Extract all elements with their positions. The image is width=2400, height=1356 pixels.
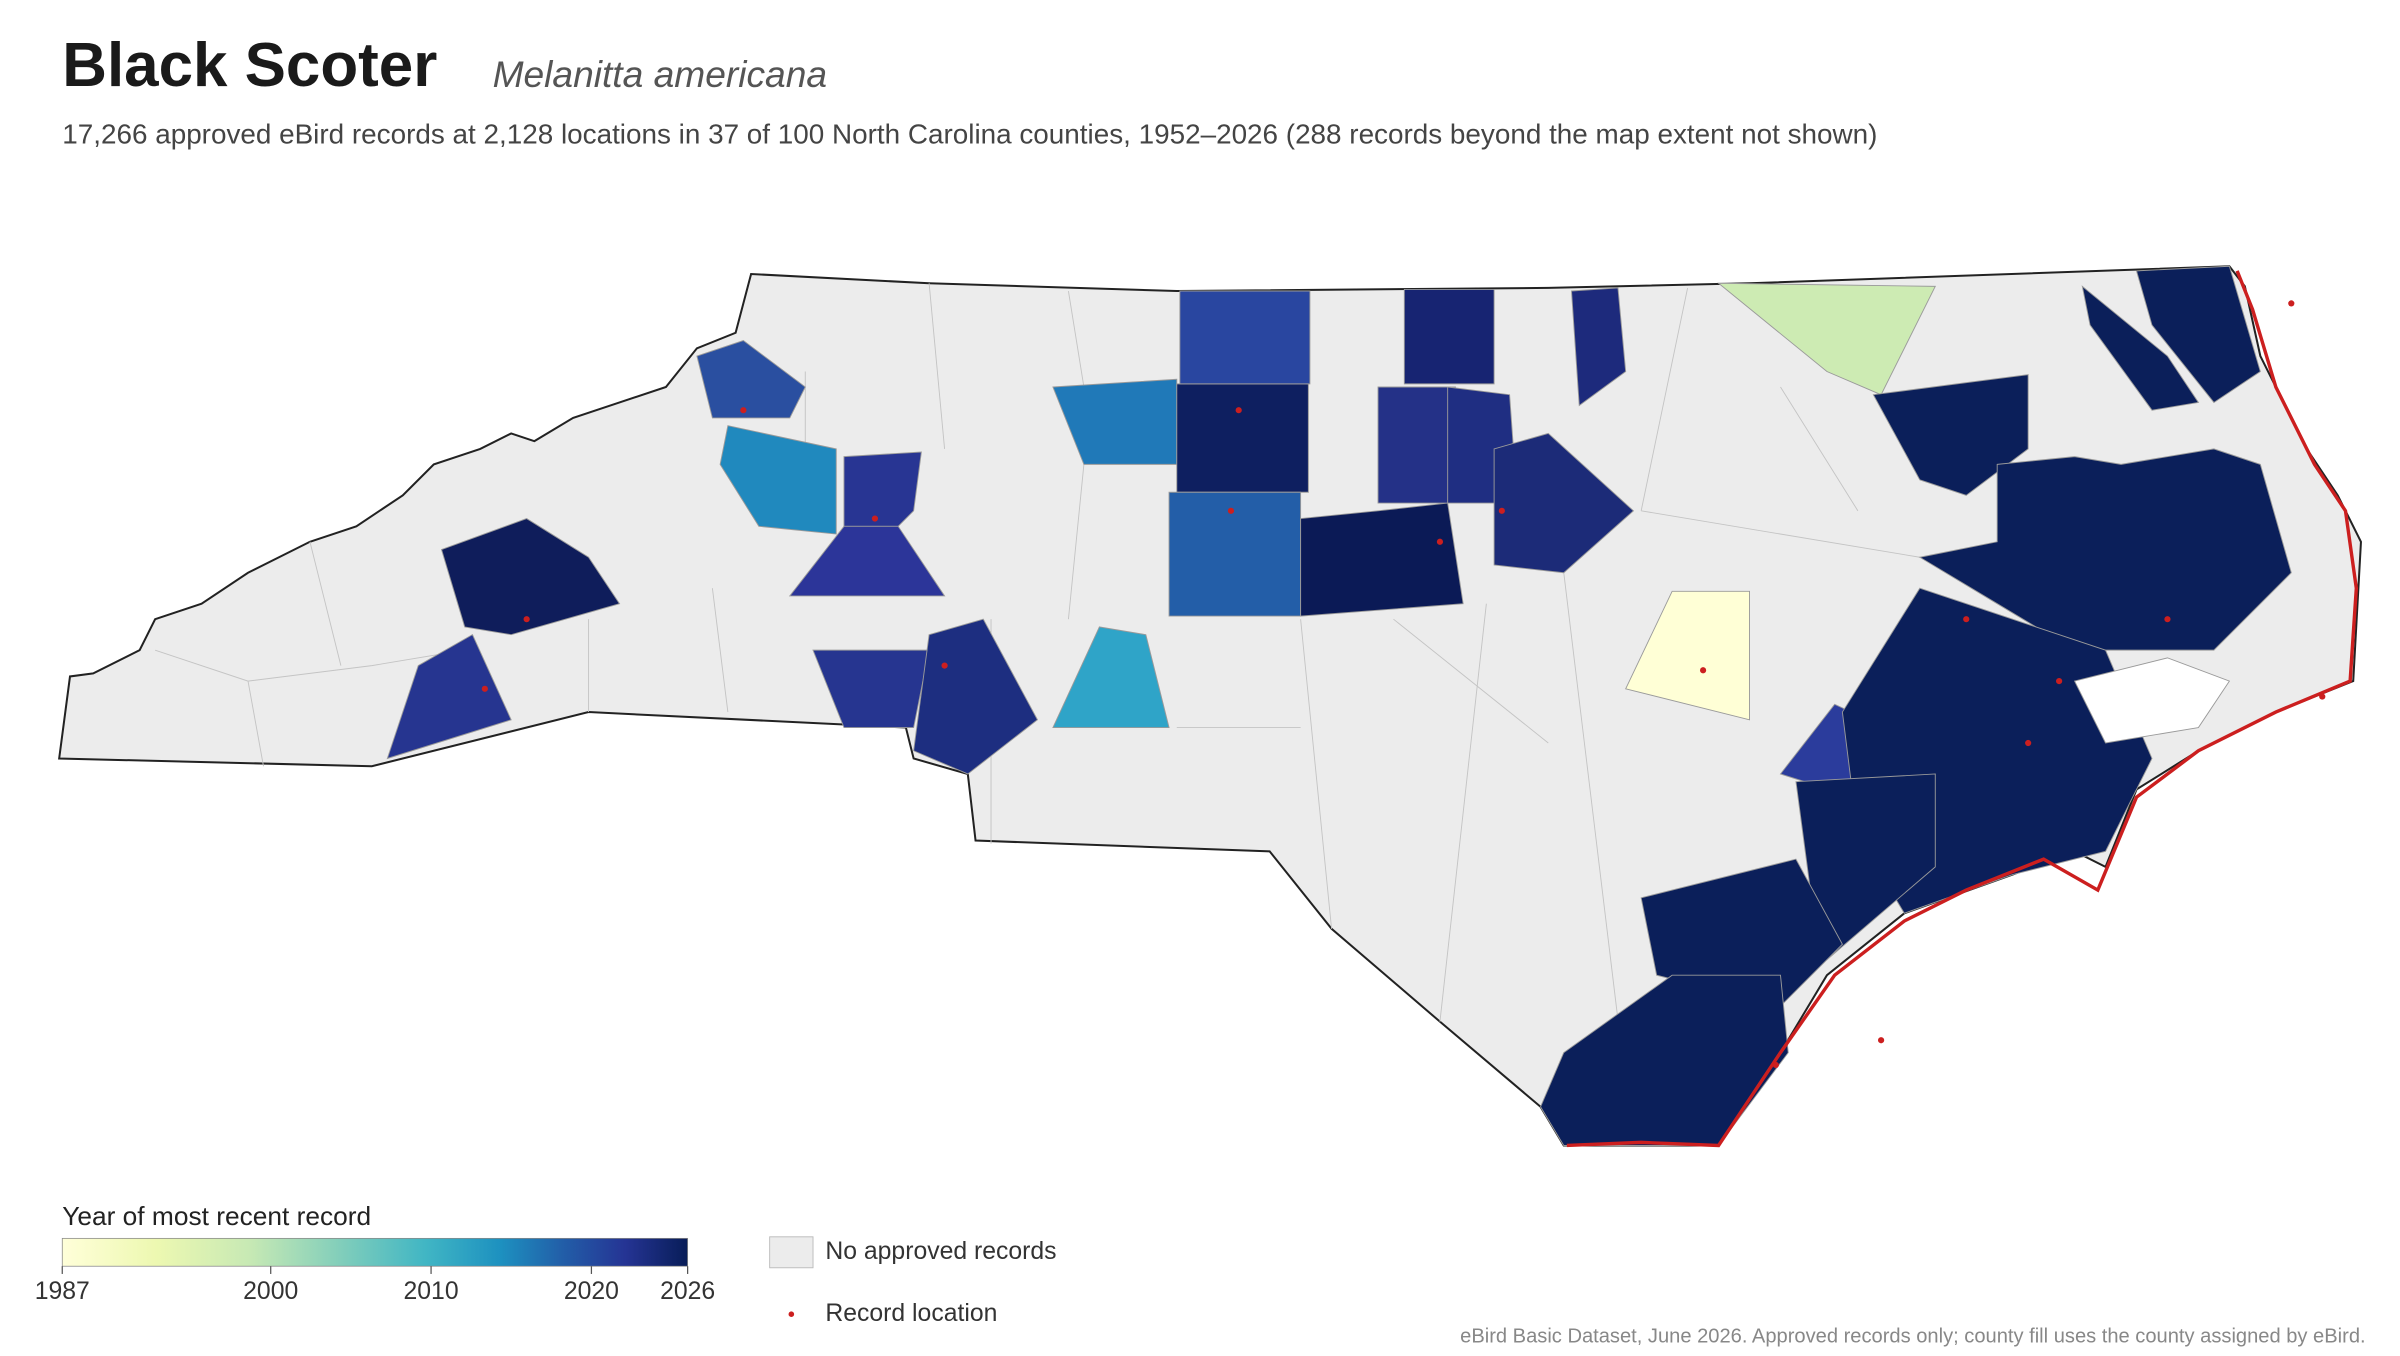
county [1640, 858, 1843, 1007]
subtitle: Melanitta americana [493, 53, 827, 95]
record-swatch [788, 1311, 795, 1317]
colorbar-tick-label: 2026 [660, 1278, 715, 1305]
record-dot [1227, 507, 1235, 514]
county [788, 525, 946, 597]
coastal-records [1566, 270, 2359, 1148]
no-records-swatch [769, 1236, 814, 1269]
county [1168, 491, 1302, 617]
summary: 17,266 approved eBird records at 2,128 l… [62, 119, 1877, 150]
colorbar-title: Year of most recent record [62, 1201, 371, 1231]
county [913, 618, 1039, 775]
record-dot [1235, 407, 1242, 414]
record-dot [2025, 739, 2032, 747]
title: Black Scoter [62, 31, 437, 100]
county [440, 518, 621, 636]
county [696, 340, 806, 419]
county [1493, 432, 1635, 574]
county [843, 451, 922, 527]
county [1377, 386, 1456, 504]
county-lines [154, 283, 1920, 1084]
record-dot [1878, 1037, 1885, 1044]
county [1918, 448, 2292, 651]
record-locations [481, 270, 2359, 1148]
record-dot [523, 616, 530, 623]
record-dot [941, 662, 948, 669]
county [1540, 974, 1789, 1146]
legend: Year of most recent record 1987 2000 2010 2… [35, 1201, 1057, 1327]
colorbar-ticks: 1987 2000 2010 2020 2026 [35, 1266, 715, 1305]
colorbar-tick-label: 2000 [243, 1278, 298, 1305]
record-dot [1436, 538, 1444, 545]
county [2135, 265, 2261, 404]
county [1795, 773, 1936, 961]
record-dot [2164, 616, 2171, 623]
record-dot [740, 407, 747, 414]
record-dot [2319, 693, 2326, 700]
county [1625, 590, 1750, 721]
sound [2073, 657, 2231, 744]
county [719, 425, 837, 535]
county [386, 634, 512, 760]
county [1403, 289, 1495, 385]
county [1179, 290, 1311, 385]
record-dot [871, 515, 879, 522]
colorbar-tick-label: 1987 [35, 1278, 90, 1305]
record-label: Record location [825, 1300, 997, 1327]
county [1176, 383, 1309, 493]
colorbar [61, 1237, 689, 1267]
colorbar-tick-label: 2010 [404, 1278, 459, 1305]
footer: eBird Basic Dataset, June 2026. Approved… [1460, 1326, 2365, 1348]
record-dot [1772, 1061, 1779, 1069]
record-dot [1699, 667, 1707, 674]
county [1300, 502, 1464, 617]
record-dot [481, 685, 488, 692]
county [812, 649, 930, 728]
county [1052, 626, 1170, 728]
colorbar-tick-label: 2020 [564, 1278, 619, 1305]
record-dot [2056, 678, 2063, 685]
counties-with-records [386, 265, 2292, 1146]
record-dot [1498, 507, 1505, 514]
county [2081, 285, 2200, 411]
record-dot [2288, 300, 2295, 307]
state-map [58, 265, 2362, 1148]
record-dot [1963, 616, 1970, 623]
county [1571, 287, 1627, 407]
no-records-label: No approved records [825, 1238, 1056, 1265]
